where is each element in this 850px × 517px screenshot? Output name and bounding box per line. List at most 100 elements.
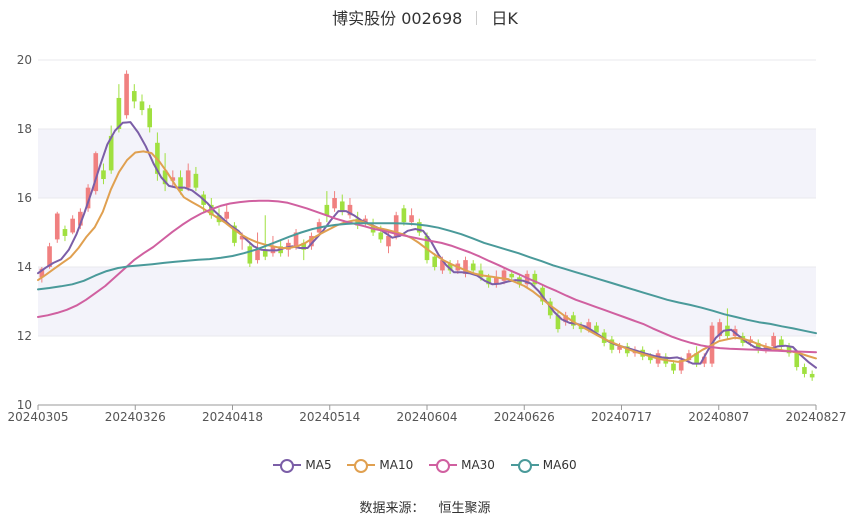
candle-body — [794, 353, 800, 368]
title-divider — [476, 11, 478, 25]
candle-body — [671, 363, 676, 371]
candle-body — [755, 342, 761, 350]
candle-body — [78, 211, 83, 226]
candle-body — [247, 246, 253, 264]
candle-body — [70, 218, 75, 233]
candle-body — [170, 177, 176, 181]
period-label: 日K — [491, 9, 518, 28]
candle-body — [809, 373, 815, 378]
x-tick-label: 20240827 — [785, 410, 846, 424]
candle-body — [416, 222, 422, 233]
candle-body — [678, 360, 684, 371]
candle-body — [47, 246, 52, 267]
candle-body — [309, 235, 314, 247]
x-tick-label: 20240807 — [688, 410, 749, 424]
y-tick-label: 14 — [17, 260, 32, 274]
legend-marker-ma10 — [347, 459, 376, 473]
x-tick-label: 20240626 — [494, 410, 555, 424]
y-tick-label: 12 — [17, 329, 32, 343]
candle-body — [93, 153, 99, 192]
candle-body — [239, 235, 245, 240]
candle-body — [232, 225, 237, 243]
candle-body — [486, 277, 491, 285]
x-tick-label: 20240514 — [299, 410, 360, 424]
candle-body — [108, 135, 114, 171]
legend-marker-ma60 — [510, 459, 539, 473]
chart-title: 博实股份 002698 日K — [0, 5, 850, 29]
candle-body — [586, 322, 592, 330]
legend-marker-ma5 — [273, 459, 302, 473]
candle-body — [494, 277, 499, 285]
grid-band — [38, 129, 816, 198]
y-tick-label: 18 — [17, 122, 32, 136]
candle-body — [324, 204, 330, 216]
stock-name: 博实股份 002698 — [332, 9, 463, 28]
grid-band — [38, 267, 816, 336]
candle-body — [85, 187, 91, 209]
candle-body — [293, 232, 299, 247]
candle-body — [62, 229, 68, 236]
source-label: 数据来源： — [359, 501, 425, 516]
legend-label-ma5: MA5 — [305, 458, 332, 472]
candle-body — [532, 273, 538, 285]
candle-body — [401, 208, 407, 223]
candle-body — [571, 315, 576, 326]
x-tick-label: 20240326 — [105, 410, 166, 424]
candle-body — [193, 173, 199, 188]
candle-body — [594, 325, 599, 333]
candle-body — [779, 339, 784, 347]
y-tick-label: 16 — [17, 191, 32, 205]
candle-body — [802, 367, 807, 374]
legend-label-ma60: MA60 — [542, 458, 577, 472]
candle-body — [763, 346, 769, 350]
candle-body — [609, 339, 615, 350]
candle-body — [116, 97, 122, 129]
legend-label-ma30: MA30 — [461, 458, 495, 472]
legend-item-ma5[interactable]: MA5 — [273, 458, 332, 473]
source-name: 恒生聚源 — [438, 501, 491, 516]
candle-body — [332, 198, 337, 209]
y-tick-label: 10 — [17, 398, 32, 412]
candle-body — [509, 273, 515, 278]
candle-body — [409, 215, 414, 223]
candle-body — [701, 356, 707, 364]
candle-body — [378, 232, 384, 240]
candle-body — [131, 91, 137, 102]
candle-body — [185, 170, 191, 188]
candle-body — [648, 356, 653, 361]
legend-item-ma10[interactable]: MA10 — [347, 458, 414, 473]
candle-body — [301, 242, 307, 250]
x-tick-label: 20240418 — [202, 410, 263, 424]
x-tick-label: 20240604 — [396, 410, 457, 424]
candle-body — [540, 287, 545, 302]
candle-body — [162, 170, 168, 185]
legend-marker-ma30 — [429, 459, 458, 473]
data-source: 数据来源： 恒生聚源 — [0, 497, 850, 516]
candle-body — [347, 204, 353, 216]
candle-body — [224, 211, 230, 219]
legend-item-ma60[interactable]: MA60 — [510, 458, 577, 473]
candle-body — [547, 301, 553, 316]
candle-body — [694, 353, 699, 364]
candle-body — [54, 213, 60, 240]
candle-body — [386, 235, 391, 247]
candle-body — [563, 315, 568, 323]
candle-body — [478, 270, 484, 278]
candle-body — [255, 249, 260, 261]
candle-body — [555, 315, 561, 330]
candle-body — [617, 346, 622, 350]
legend-item-ma30[interactable]: MA30 — [429, 458, 495, 473]
candle-body — [355, 218, 360, 226]
candle-body — [363, 218, 368, 223]
y-tick-label: 20 — [17, 53, 32, 67]
series-line-ma10 — [37, 150, 817, 363]
x-tick-label: 20240717 — [591, 410, 652, 424]
candle-body — [393, 215, 399, 236]
candle-body — [786, 346, 792, 354]
legend-label-ma10: MA10 — [379, 458, 414, 472]
candle-body — [124, 73, 129, 116]
candle-body — [463, 260, 468, 274]
candle-body — [178, 177, 183, 192]
legend: MA5 MA10 MA30 MA60 — [0, 458, 850, 474]
series-line-ma60 — [37, 222, 817, 335]
